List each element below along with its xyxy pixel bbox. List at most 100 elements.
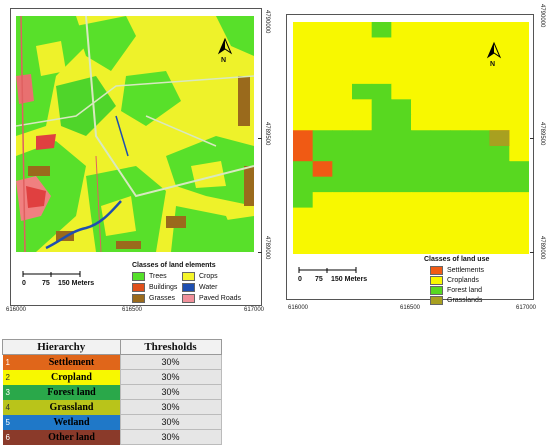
land-use-cell (332, 161, 353, 178)
land-use-cell (371, 114, 392, 131)
table-row: 2 Cropland 30% (2, 369, 222, 385)
land-use-cell (312, 176, 333, 193)
right-legend-title: Classes of land use (424, 256, 490, 263)
land-use-cell (352, 161, 373, 178)
land-use-cell (411, 37, 432, 54)
land-use-cell (450, 37, 471, 54)
header-thresholds: Thresholds (119, 339, 222, 355)
left-scale-75: 75 (42, 280, 50, 287)
land-use-cell (489, 192, 510, 209)
land-use-cell (293, 37, 314, 54)
left-legend-item-grasses: Grasses (132, 294, 175, 303)
land-use-cell (352, 68, 373, 85)
land-use-cell (509, 130, 529, 147)
land-use-cell (293, 114, 314, 131)
land-use-cell (352, 22, 373, 38)
land-use-cell (450, 52, 471, 69)
land-use-cell (371, 145, 392, 162)
land-use-cell (293, 176, 314, 193)
land-use-cell (411, 207, 432, 224)
land-use-cell (312, 207, 333, 224)
right-legend-item-grasslands: Grasslands (430, 296, 482, 305)
land-use-cell (312, 192, 333, 209)
land-use-cell (430, 130, 451, 147)
land-use-cell (489, 145, 510, 162)
right-scale-75: 75 (315, 276, 323, 283)
land-use-cell (391, 145, 412, 162)
left-legend-item-crops: Crops (182, 272, 218, 281)
land-use-cell (391, 68, 412, 85)
left-x-coord-3: 617000 (244, 307, 265, 313)
land-use-cell (509, 192, 529, 209)
land-use-cell (489, 52, 510, 69)
land-use-cell (430, 68, 451, 85)
land-use-cell (509, 83, 529, 100)
land-use-cell (489, 99, 510, 116)
right-x-coord-2: 616500 (400, 305, 421, 311)
right-legend-item-settlements: Settlements (430, 266, 484, 275)
land-use-cell (293, 99, 314, 116)
land-use-cell (470, 192, 491, 209)
land-use-cell (312, 68, 333, 85)
land-use-cell (352, 223, 373, 240)
swatch-grasses (132, 294, 145, 303)
land-use-cell (352, 238, 373, 254)
land-use-cell (371, 99, 392, 116)
hierarchy-thresholds-table: Hierarchy Thresholds 1 Settlement 30% 2 Crop… (2, 339, 222, 445)
land-use-cell (391, 52, 412, 69)
land-use-cell (411, 223, 432, 240)
land-use-cell (430, 223, 451, 240)
land-use-cell (352, 83, 373, 100)
land-use-cell (312, 161, 333, 178)
land-use-cell (450, 223, 471, 240)
land-use-cell (391, 130, 412, 147)
right-y-coord-bottom: 4789000 (539, 236, 545, 260)
land-use-cell (470, 176, 491, 193)
table-row: 1 Settlement 30% (2, 354, 222, 370)
land-use-cell (391, 114, 412, 131)
land-use-cell (430, 99, 451, 116)
land-use-cell (312, 22, 333, 38)
swatch-croplands (430, 276, 443, 285)
land-use-cell-grassland (489, 130, 510, 146)
land-use-cell (332, 37, 353, 54)
land-use-cell (391, 22, 412, 38)
left-y-coord-top: 4790000 (264, 10, 270, 34)
land-use-cell (509, 52, 529, 69)
land-use-cell (470, 52, 491, 69)
left-x-coord-2: 616500 (122, 307, 143, 313)
right-scale-150: 150 Meters (331, 276, 368, 283)
left-y-tick-bottom (258, 252, 262, 253)
table-row: 6 Other land 30% (2, 429, 222, 445)
right-x-coord-1: 616000 (288, 305, 309, 311)
left-legend-item-water: Water (182, 283, 217, 292)
land-use-cell (509, 161, 529, 178)
land-use-cell (470, 83, 491, 100)
land-use-cell (391, 238, 412, 254)
land-use-cell (312, 83, 333, 100)
table-row: 4 Grassland 30% (2, 399, 222, 415)
land-use-cell (371, 68, 392, 85)
land-use-cell (470, 114, 491, 131)
land-use-cell (391, 37, 412, 54)
land-use-cell (332, 130, 353, 147)
row-threshold: 30% (119, 384, 222, 400)
swatch-forest-land (430, 286, 443, 295)
land-use-cell (352, 145, 373, 162)
land-use-cell (352, 114, 373, 131)
land-use-cell (312, 99, 333, 116)
land-use-cell (489, 176, 510, 193)
land-use-cell (293, 145, 314, 162)
land-use-cell (430, 52, 451, 69)
row-number: 3 (2, 384, 24, 400)
land-use-cell (293, 207, 314, 224)
land-use-cell (509, 207, 529, 224)
swatch-trees (132, 272, 145, 281)
swatch-crops (182, 272, 195, 281)
right-legend-item-croplands: Croplands (430, 276, 479, 285)
land-use-cell (332, 223, 353, 240)
land-use-cell (352, 52, 373, 69)
land-use-cell (489, 161, 510, 178)
row-number: 6 (2, 429, 24, 445)
left-scale-0: 0 (22, 280, 26, 287)
